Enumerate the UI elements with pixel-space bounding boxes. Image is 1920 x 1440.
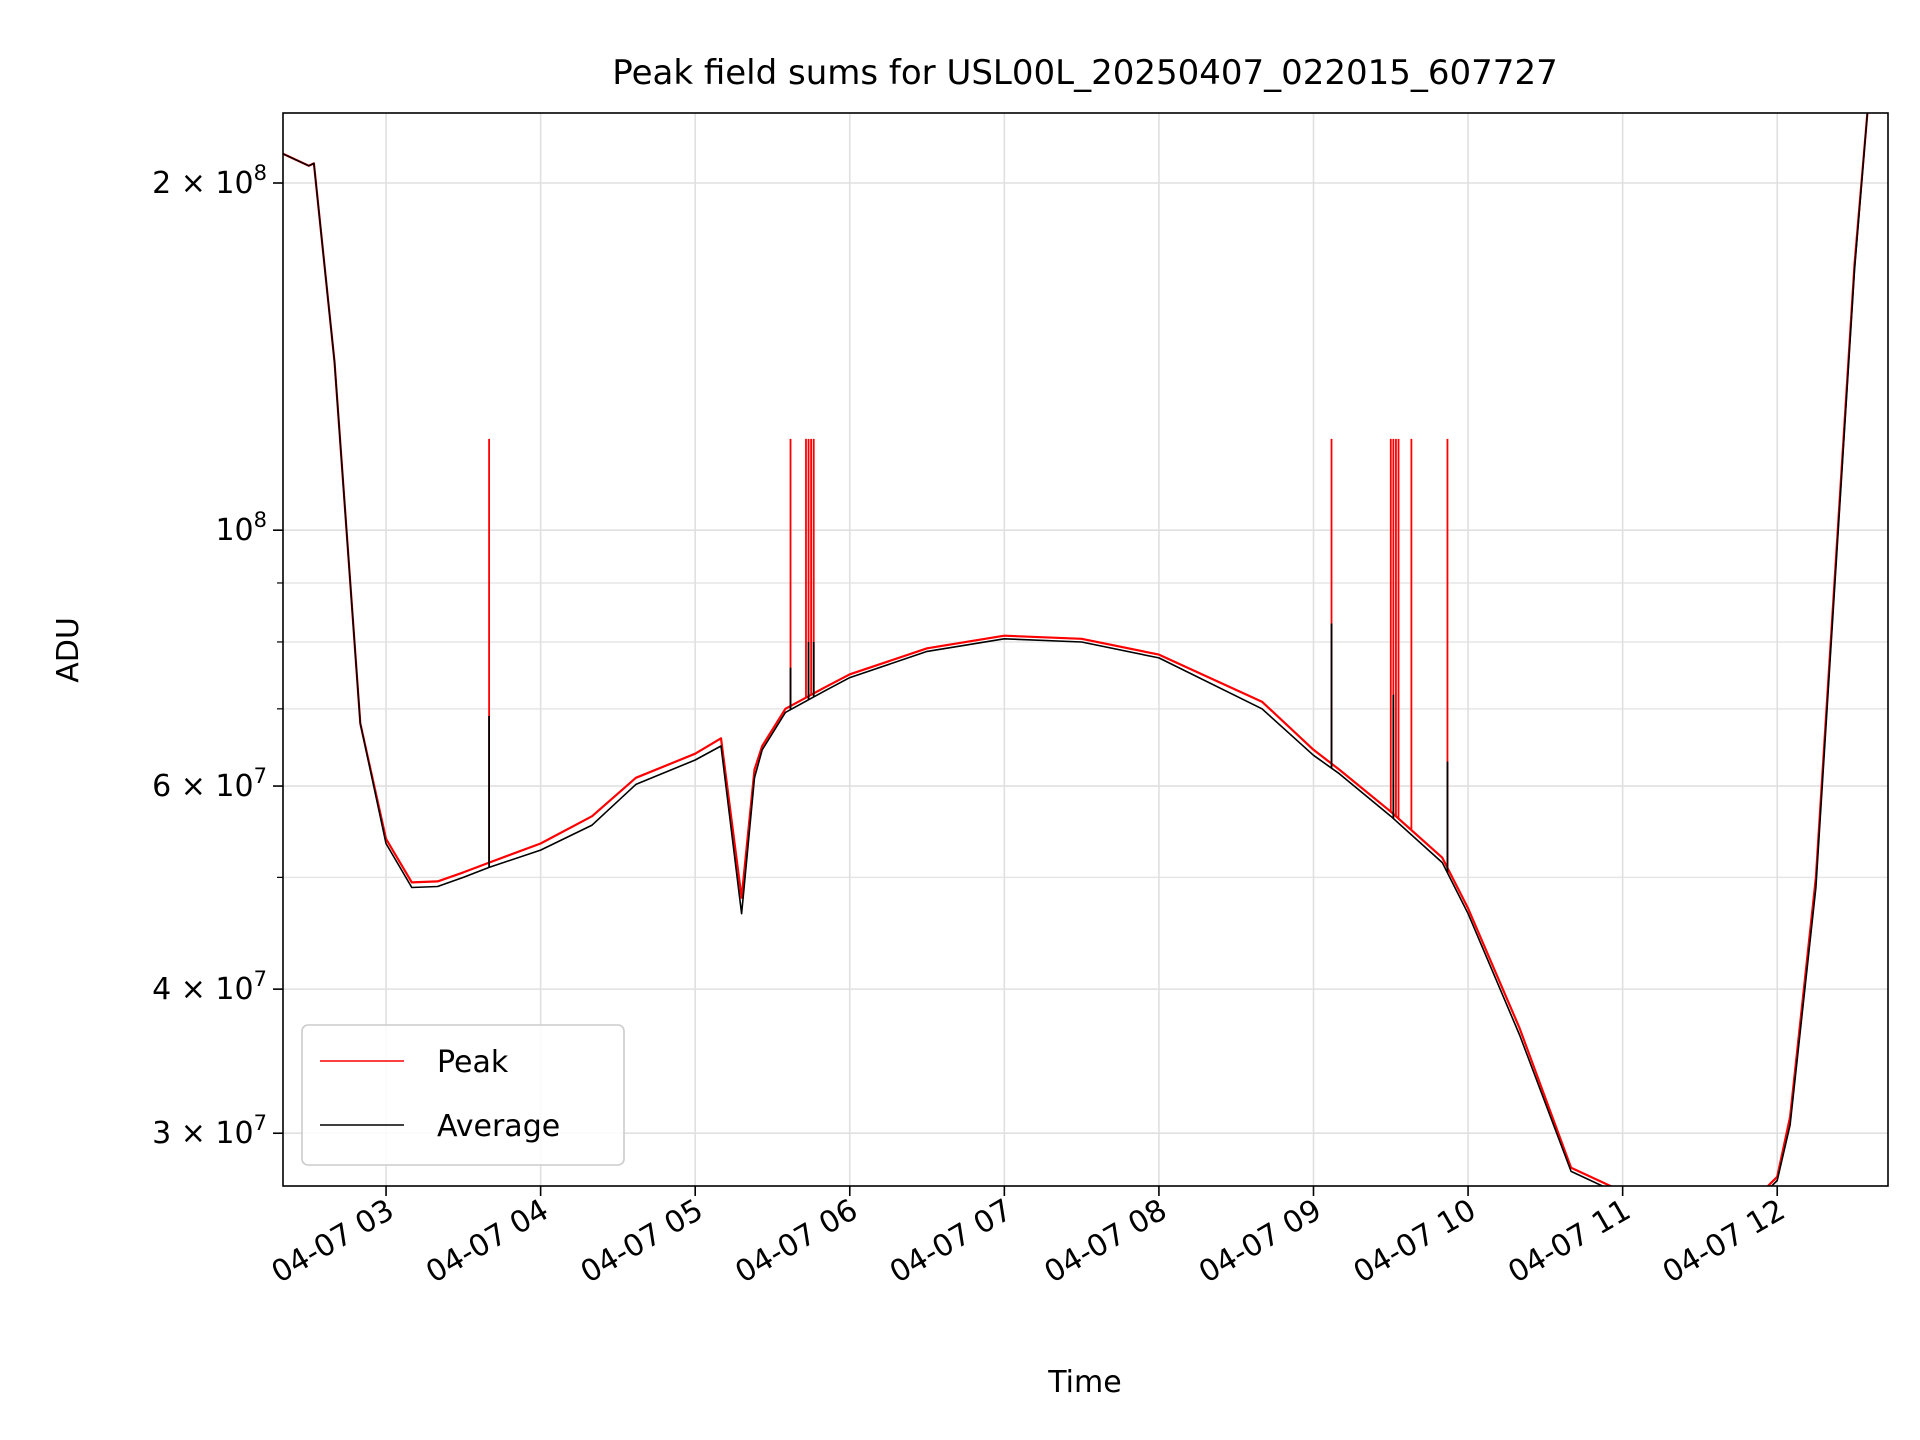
legend-label-average: Average <box>437 1109 560 1144</box>
chart-title: Peak field sums for USL00L_20250407_0220… <box>612 53 1557 93</box>
plot-frame <box>282 112 1889 1187</box>
y-tick-label: 108 <box>215 508 267 548</box>
series-line-peak <box>283 113 1869 1186</box>
y-axis: 3 × 107 4 × 107 6 × 107 108 2 × 108 <box>152 161 283 1151</box>
y-axis-label: ADU <box>51 617 86 683</box>
x-axis-label: Time <box>1047 1365 1121 1400</box>
series-line-average <box>283 113 1869 1186</box>
plot-lines <box>283 113 1869 1186</box>
legend-label-peak: Peak <box>437 1045 509 1080</box>
legend: Peak Average <box>301 1024 625 1166</box>
y-tick-label: 6 × 107 <box>152 764 267 804</box>
grid <box>283 113 1888 1186</box>
y-tick-label: 3 × 107 <box>152 1111 267 1151</box>
legend-box <box>301 1024 625 1166</box>
y-tick-label: 4 × 107 <box>152 967 267 1007</box>
y-tick-label: 2 × 108 <box>152 161 267 201</box>
